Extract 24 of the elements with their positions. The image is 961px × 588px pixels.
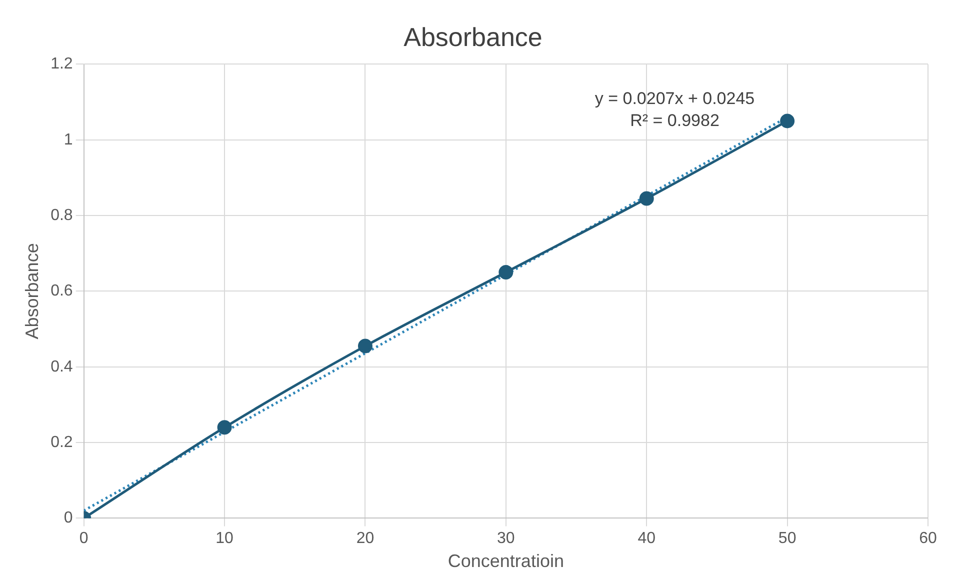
y-tick-label: 1.2 xyxy=(50,56,73,73)
y-tick-label: 0.6 xyxy=(50,282,73,300)
y-tick-label: 0.2 xyxy=(50,434,73,451)
y-axis-title: Absorbance xyxy=(22,243,42,340)
x-tick-label: 0 xyxy=(79,530,88,548)
point xyxy=(639,191,654,206)
y-tick-label: 0.8 xyxy=(50,206,73,224)
y-tick-label: 1 xyxy=(64,131,73,148)
point xyxy=(498,265,514,280)
y-tick-label: 0 xyxy=(64,510,73,527)
annotation: R² = 0.9982 xyxy=(630,111,720,130)
point xyxy=(217,420,232,435)
annotation: y = 0.0207x + 0.0245 xyxy=(594,89,755,108)
point xyxy=(780,114,795,128)
x-tick-label: 10 xyxy=(216,530,234,548)
x-tick-label: 20 xyxy=(356,530,374,548)
chart-title: Absorbance xyxy=(404,22,542,52)
point xyxy=(358,338,372,354)
x-tick-label: 30 xyxy=(497,530,515,548)
x-tick-label: 50 xyxy=(778,530,796,548)
x-axis-title: Concentratioin xyxy=(448,551,564,572)
x-tick-label: 40 xyxy=(638,530,656,548)
y-tick-label: 0.4 xyxy=(50,358,73,376)
x-tick-label: 60 xyxy=(919,530,937,548)
